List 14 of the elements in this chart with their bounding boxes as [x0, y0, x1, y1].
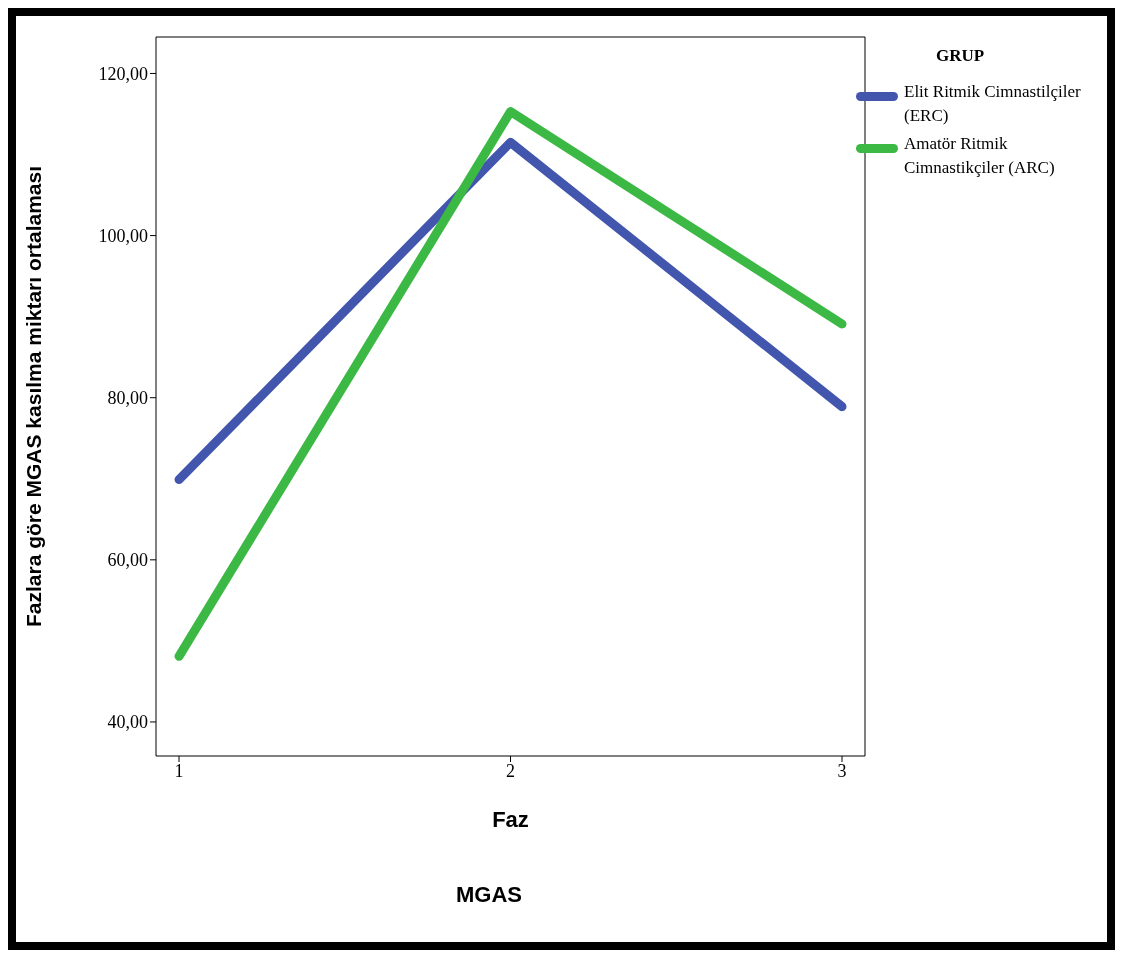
legend-title: GRUP: [936, 46, 986, 66]
y-tick-label: 100,00: [98, 225, 148, 246]
y-tick-label: 80,00: [107, 388, 148, 409]
x-tick-label: 3: [837, 760, 847, 781]
text: MGAS: [456, 882, 522, 908]
x-axis-title: Faz: [492, 806, 529, 832]
y-tick-label: 40,00: [107, 712, 148, 733]
y-tick-label: 120,00: [98, 63, 148, 84]
x-tick-label: 1: [174, 760, 184, 781]
y-axis-title: Fazlara göre MGAS kasılma miktarı ortalaması: [22, 165, 46, 628]
y-tick-label: 60,00: [107, 550, 148, 571]
x-tick-label: 2: [506, 760, 515, 781]
legend-label: Elit Ritmik Cimnastilçiler (ERC): [904, 81, 1082, 127]
legend-label: Amatör Ritmik Cimnastikçiler (ARC): [904, 133, 1056, 179]
